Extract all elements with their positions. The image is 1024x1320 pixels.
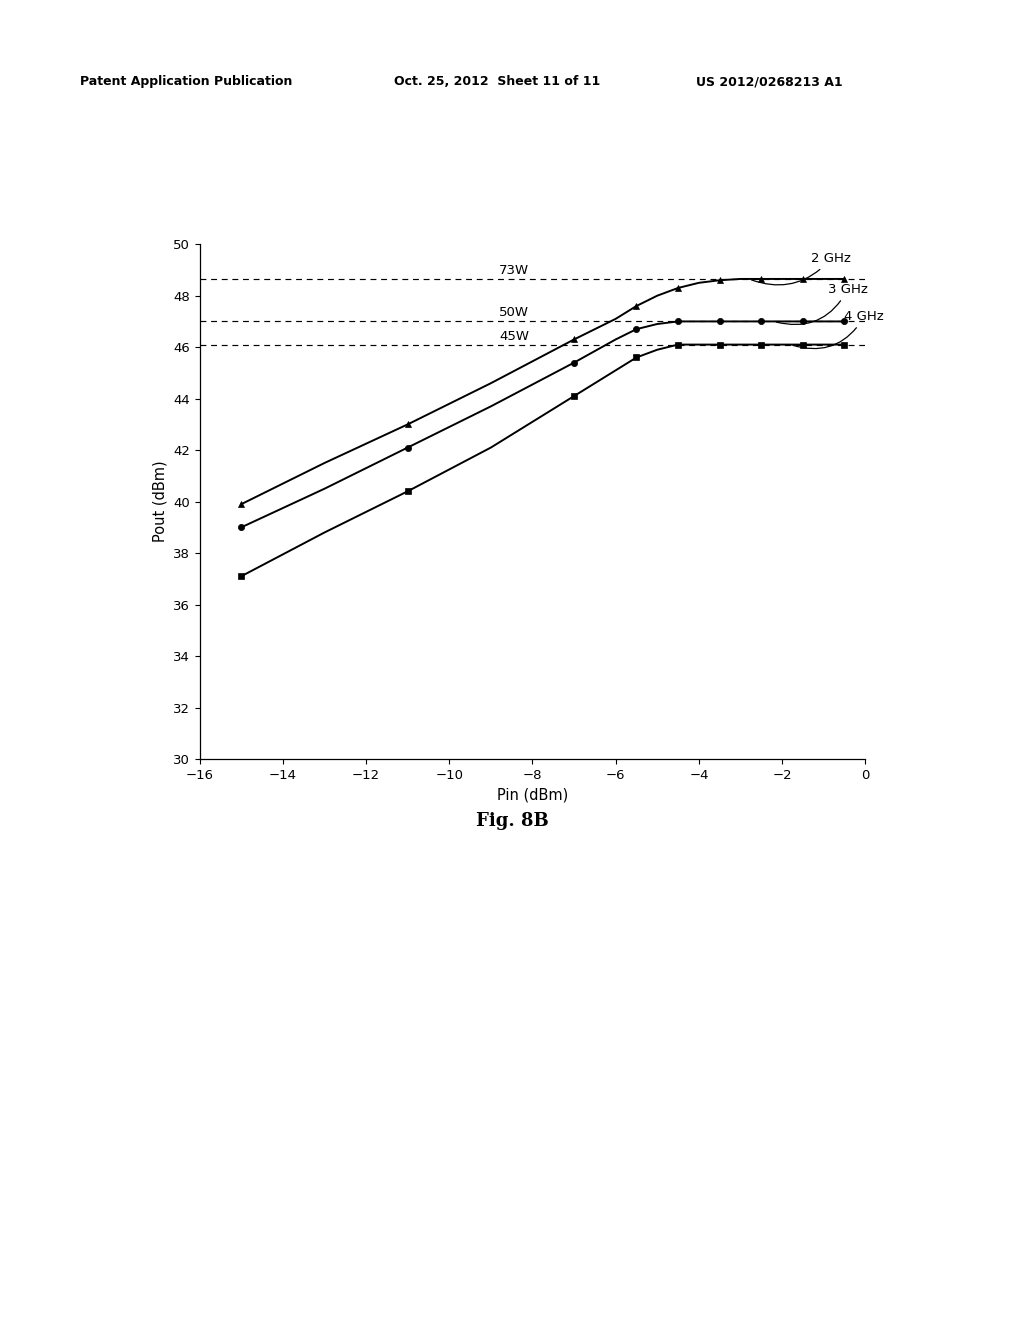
Text: Oct. 25, 2012  Sheet 11 of 11: Oct. 25, 2012 Sheet 11 of 11 [394, 75, 600, 88]
X-axis label: Pin (dBm): Pin (dBm) [497, 787, 568, 803]
Text: 4 GHz: 4 GHz [793, 310, 885, 348]
Y-axis label: Pout (dBm): Pout (dBm) [153, 461, 167, 543]
Text: Patent Application Publication: Patent Application Publication [80, 75, 292, 88]
Text: Fig. 8B: Fig. 8B [475, 812, 549, 830]
Text: 2 GHz: 2 GHz [752, 252, 851, 285]
Text: 3 GHz: 3 GHz [776, 282, 867, 325]
Text: US 2012/0268213 A1: US 2012/0268213 A1 [696, 75, 843, 88]
Text: 50W: 50W [500, 306, 529, 319]
Text: 73W: 73W [500, 264, 529, 277]
Text: 45W: 45W [500, 330, 529, 342]
